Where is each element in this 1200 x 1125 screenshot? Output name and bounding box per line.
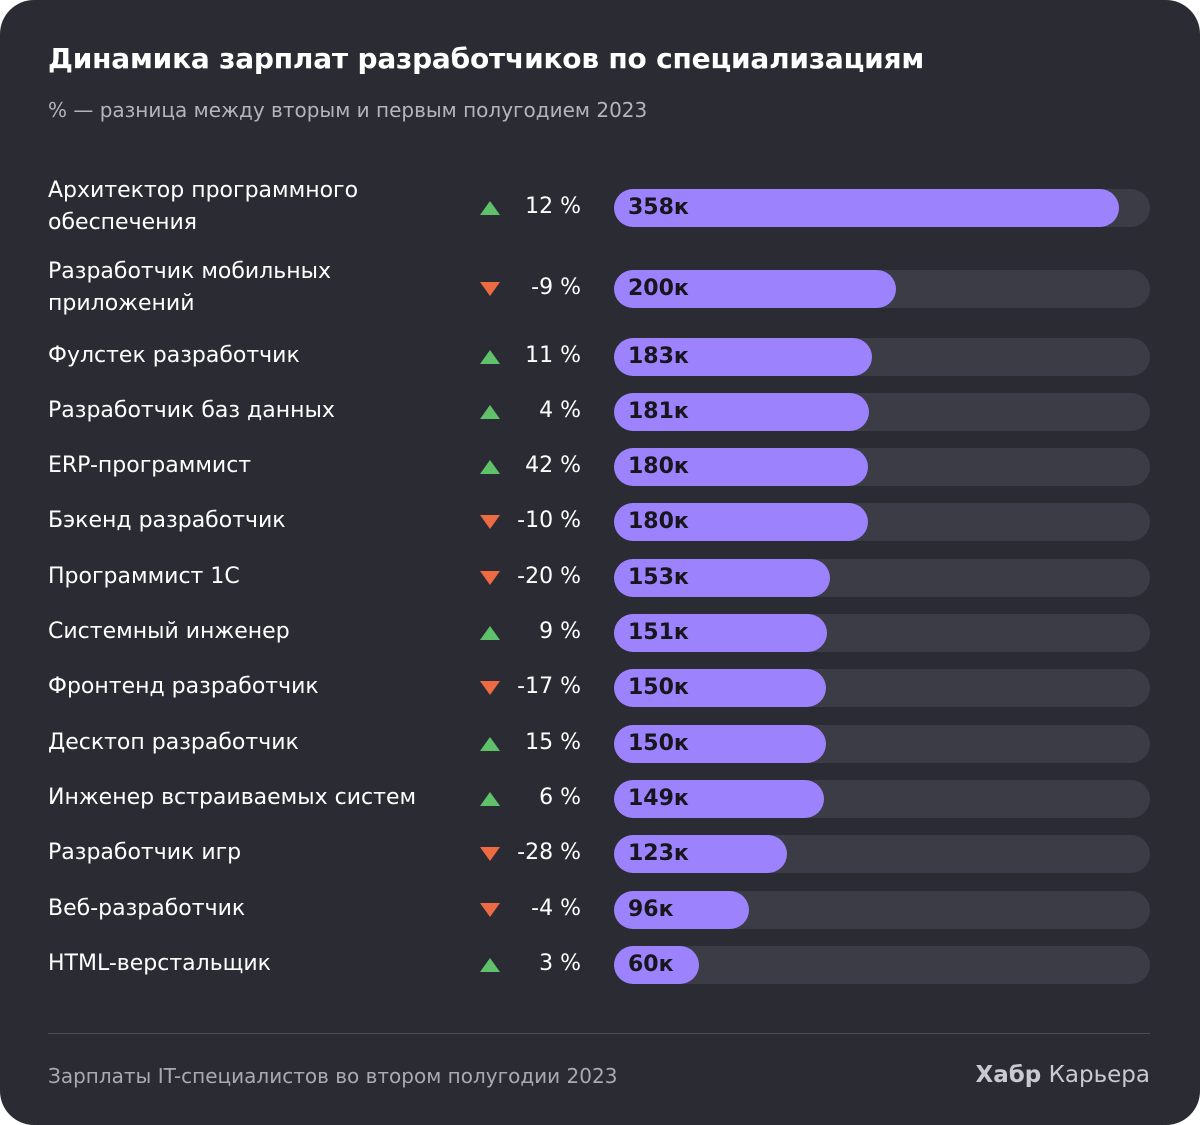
bar-track: 150к bbox=[614, 725, 1150, 763]
bar-value-label: 123к bbox=[628, 841, 689, 866]
footer-divider bbox=[48, 1033, 1150, 1034]
change-percent-label: -17 % bbox=[517, 674, 581, 699]
change-percent-label: 11 % bbox=[525, 343, 581, 368]
salary-bar bbox=[614, 393, 869, 431]
salary-bar bbox=[614, 946, 699, 984]
trend-up-icon bbox=[480, 792, 500, 806]
change-percent-label: 3 % bbox=[539, 951, 581, 976]
trend-up-icon bbox=[480, 958, 500, 972]
salary-bar bbox=[614, 614, 827, 652]
change-percent-label: 42 % bbox=[525, 453, 581, 478]
salary-bar bbox=[614, 669, 826, 707]
bar-value-label: 149к bbox=[628, 786, 689, 811]
change-percent-label: -10 % bbox=[517, 508, 581, 533]
trend-down-icon bbox=[480, 571, 500, 585]
salary-bar bbox=[614, 503, 868, 541]
brand-name-rest: Карьера bbox=[1048, 1062, 1150, 1088]
category-label: Архитектор программного обеспечения bbox=[48, 178, 359, 235]
trend-down-icon bbox=[480, 903, 500, 917]
change-percent-label: 9 % bbox=[539, 619, 581, 644]
category-label: Фронтенд разработчик bbox=[48, 674, 319, 699]
bar-track: 150к bbox=[614, 669, 1150, 707]
trend-down-icon bbox=[480, 681, 500, 695]
bar-value-label: 153к bbox=[628, 565, 689, 590]
bar-track: 123к bbox=[614, 835, 1150, 873]
bar-track: 181к bbox=[614, 393, 1150, 431]
bar-value-label: 180к bbox=[628, 509, 689, 534]
chart-subtitle: % — разница между вторым и первым полуго… bbox=[48, 98, 648, 122]
change-percent-label: 4 % bbox=[539, 398, 581, 423]
category-label: Разработчик мобильных приложений bbox=[48, 259, 332, 316]
trend-up-icon bbox=[480, 460, 500, 474]
salary-bar bbox=[614, 891, 749, 929]
trend-up-icon bbox=[480, 626, 500, 640]
bar-track: 183к bbox=[614, 338, 1150, 376]
bar-value-label: 60к bbox=[628, 952, 674, 977]
bar-value-label: 96к bbox=[628, 897, 674, 922]
bar-track: 60к bbox=[614, 946, 1150, 984]
change-percent-label: -20 % bbox=[517, 564, 581, 589]
bar-track: 151к bbox=[614, 614, 1150, 652]
category-label: Системный инженер bbox=[48, 619, 290, 644]
salary-bar bbox=[614, 559, 830, 597]
category-label: Инженер встраиваемых систем bbox=[48, 785, 417, 810]
category-label: Десктоп разработчик bbox=[48, 730, 299, 755]
trend-down-icon bbox=[480, 282, 500, 296]
bar-track: 358к bbox=[614, 189, 1150, 227]
bar-track: 200к bbox=[614, 270, 1150, 308]
trend-down-icon bbox=[480, 847, 500, 861]
footer-note: Зарплаты IT-специалистов во втором полуг… bbox=[48, 1064, 618, 1088]
salary-bar bbox=[614, 725, 826, 763]
bar-track: 149к bbox=[614, 780, 1150, 818]
salary-bar bbox=[614, 448, 868, 486]
change-percent-label: -9 % bbox=[531, 275, 581, 300]
salary-bar bbox=[614, 835, 787, 873]
bar-value-label: 150к bbox=[628, 675, 689, 700]
bar-track: 153к bbox=[614, 559, 1150, 597]
salary-bar bbox=[614, 780, 824, 818]
trend-down-icon bbox=[480, 515, 500, 529]
trend-up-icon bbox=[480, 737, 500, 751]
salary-bar bbox=[614, 338, 872, 376]
trend-up-icon bbox=[480, 405, 500, 419]
salary-bar bbox=[614, 189, 1119, 227]
category-label: Программист 1С bbox=[48, 564, 240, 589]
bar-value-label: 358к bbox=[628, 195, 689, 220]
category-label: ERP-программист bbox=[48, 453, 252, 478]
category-label: Фулстек разработчик bbox=[48, 343, 300, 368]
bar-value-label: 200к bbox=[628, 276, 689, 301]
category-label: Разработчик баз данных bbox=[48, 398, 335, 423]
brand-name-bold: Хабр bbox=[975, 1062, 1042, 1088]
change-percent-label: -4 % bbox=[531, 896, 581, 921]
bar-track: 180к bbox=[614, 503, 1150, 541]
bar-track: 180к bbox=[614, 448, 1150, 486]
change-percent-label: 15 % bbox=[525, 730, 581, 755]
category-label: Бэкенд разработчик bbox=[48, 508, 286, 533]
chart-title: Динамика зарплат разработчиков по специа… bbox=[48, 42, 925, 75]
bar-value-label: 150к bbox=[628, 731, 689, 756]
change-percent-label: -28 % bbox=[517, 840, 581, 865]
bar-value-label: 183к bbox=[628, 344, 689, 369]
change-percent-label: 12 % bbox=[525, 194, 581, 219]
bar-value-label: 181к bbox=[628, 399, 689, 424]
category-label: Разработчик игр bbox=[48, 840, 242, 865]
brand-logo: Хабр Карьера bbox=[975, 1062, 1150, 1088]
trend-up-icon bbox=[480, 201, 500, 215]
category-label: HTML-верстальщик bbox=[48, 951, 271, 976]
category-label: Веб-разработчик bbox=[48, 896, 246, 921]
change-percent-label: 6 % bbox=[539, 785, 581, 810]
salary-bar bbox=[614, 270, 896, 308]
bar-track: 96к bbox=[614, 891, 1150, 929]
bar-value-label: 180к bbox=[628, 454, 689, 479]
bar-value-label: 151к bbox=[628, 620, 689, 645]
trend-up-icon bbox=[480, 350, 500, 364]
